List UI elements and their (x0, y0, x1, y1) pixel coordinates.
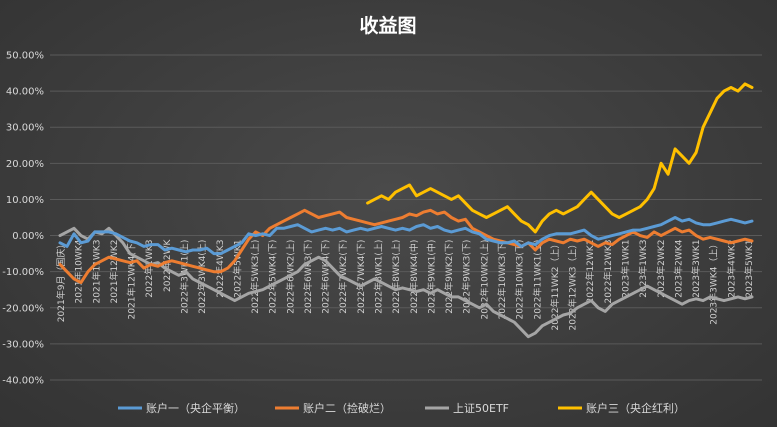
y-tick-label: 40.00% (6, 87, 44, 98)
x-tick-label: 2023年5WK1 (743, 240, 755, 298)
x-tick-label: 2022年1WK3 (143, 240, 155, 298)
series-lines (58, 82, 754, 339)
legend: 账户一（央企平衡） 账户二（捡破烂） 上证50ETF 账户三（央企红利） (118, 401, 685, 415)
x-tick-label: 2022年2WK (161, 238, 173, 292)
x-tick-label: 2022年12WK1 (584, 240, 596, 304)
series-line-3 (58, 226, 754, 339)
x-tick-label: 2022年5WK3(上) (249, 240, 261, 314)
x-tick-label: 2023年1WK3 (637, 240, 649, 298)
legend-label: 账户三（央企红利） (586, 401, 685, 415)
y-tick-label: -10.00% (2, 267, 44, 278)
x-tick-label: 2022年6WK3(下) (302, 240, 314, 314)
x-tick-label: 2022年8WK4(中) (408, 240, 420, 314)
series-line-4 (366, 82, 754, 234)
x-tick-label: 2022年9WK3(下) (461, 240, 473, 314)
legend-label: 账户一（央企平衡） (146, 401, 245, 415)
x-tick-label: 2023年2WK4 (672, 239, 684, 297)
x-tick-label: 2021年12WK2 (108, 240, 120, 304)
y-tick-label: 20.00% (6, 159, 44, 170)
chart-title: 收益图 (359, 14, 416, 37)
x-tick-label: 2022年5WK4(下) (267, 240, 279, 314)
x-tick-label: 2023年3WK4（上） (708, 240, 720, 325)
x-tick-label: 2022年7WK4(下) (355, 240, 367, 314)
x-tick-label: 2021年11WK3 (90, 240, 102, 304)
x-axis: 2021年9月（国庆） 2021年10WK4 2021年11WK3 2021年12WK… (55, 238, 755, 330)
x-tick-label: 2022年9WK2(下) (443, 240, 455, 314)
x-tick-label: 2022年9WK1(中) (425, 240, 437, 314)
y-tick-label: 0.00% (12, 231, 44, 242)
y-tick-label: -40.00% (2, 376, 44, 387)
x-tick-label: 2022年3WK1(上) (178, 240, 190, 314)
x-tick-label: 2022年10WK2(上) (478, 240, 490, 320)
y-tick-label: 50.00% (6, 51, 44, 62)
series-line-2 (58, 208, 754, 284)
x-tick-label: 2021年9月（国庆） (55, 240, 67, 323)
x-tick-label: 2023年4WK2 (725, 240, 737, 298)
x-tick-label: 2022年8WK3(上) (390, 240, 402, 314)
y-axis: 50.00% 40.00% 30.00% 20.00% 10.00% 0.00% -10.0… (2, 51, 44, 387)
x-tick-label: 2023年1WK1 (620, 240, 632, 298)
x-tick-label: 2022年6WK4(下) (320, 240, 332, 314)
y-tick-label: 30.00% (6, 123, 44, 134)
series-line-1 (58, 216, 754, 256)
x-tick-label: 2022年10WK3(下) (514, 240, 526, 320)
y-tick-label: 10.00% (6, 195, 44, 206)
x-tick-label: 2022年11WK1(上) (531, 240, 543, 320)
legend-label: 上证50ETF (453, 402, 509, 415)
x-tick-label: 2022年10WK3(下) (496, 240, 508, 320)
y-tick-label: -30.00% (2, 339, 44, 350)
x-tick-label: 2023年2WK2 (655, 240, 667, 298)
x-tick-label: 2022年12WK3（上） (567, 240, 579, 331)
x-tick-label: 2021年12WK4(下) (126, 240, 138, 320)
y-tick-label: -20.00% (2, 303, 44, 314)
legend-label: 账户二（捡破烂） (303, 401, 391, 415)
x-tick-label: 2021年10WK4 (73, 239, 85, 303)
x-tick-label: 2022年11WK2（上） (549, 240, 561, 331)
x-tick-label: 2022年8WK1(上) (373, 240, 385, 314)
grid (50, 54, 762, 381)
x-tick-label: 2022年12WK3 (602, 240, 614, 304)
x-tick-label: 2022年3WK4(上) (196, 240, 208, 314)
x-tick-label: 2023年3WK1 (690, 240, 702, 298)
